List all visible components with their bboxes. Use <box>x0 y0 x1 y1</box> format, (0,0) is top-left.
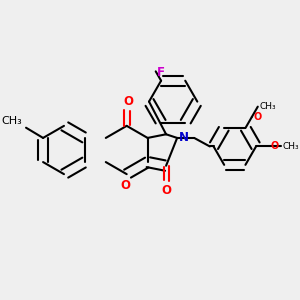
Text: N: N <box>179 131 189 144</box>
Text: O: O <box>123 95 133 108</box>
Text: CH₃: CH₃ <box>282 142 299 151</box>
Text: CH₃: CH₃ <box>259 102 276 111</box>
Text: O: O <box>253 112 262 122</box>
Text: O: O <box>161 184 171 196</box>
Text: F: F <box>157 66 165 79</box>
Text: O: O <box>270 141 278 152</box>
Text: O: O <box>120 179 130 192</box>
Text: CH₃: CH₃ <box>2 116 22 126</box>
